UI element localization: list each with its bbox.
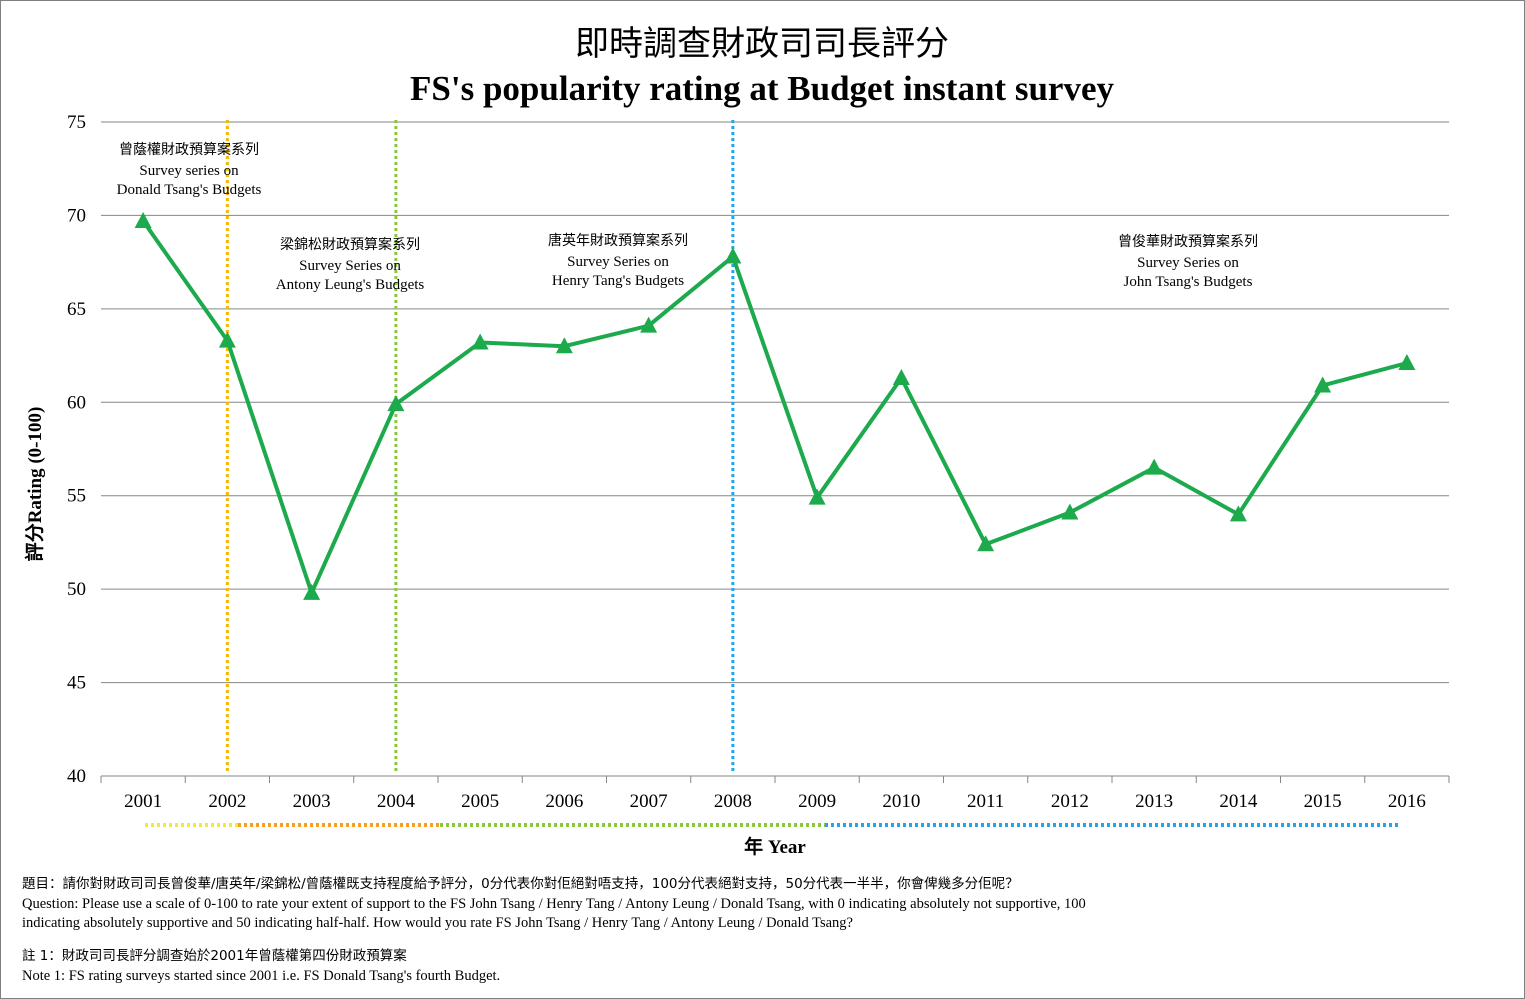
x-tick-label: 2005 bbox=[461, 791, 499, 812]
annotation-en-line1: Survey series on bbox=[139, 163, 239, 179]
x-tick-label: 2009 bbox=[798, 791, 836, 812]
question-en-line1: Question: Please use a scale of 0-100 to… bbox=[22, 896, 1086, 912]
x-tick-label: 2001 bbox=[124, 791, 162, 812]
data-point-marker bbox=[218, 331, 236, 348]
x-tick-label: 2008 bbox=[714, 791, 752, 812]
x-tick-label: 2002 bbox=[208, 791, 246, 812]
data-point-marker bbox=[1061, 503, 1079, 520]
annotation-zh: 曾蔭權財政預算案系列 bbox=[119, 141, 259, 158]
data-point-marker bbox=[303, 583, 321, 600]
annotation-henry-tang: 唐英年財政預算案系列 Survey Series on Henry Tang's… bbox=[548, 232, 688, 289]
y-axis-label: 評分Rating (0-100) bbox=[23, 407, 46, 562]
data-point-marker bbox=[1398, 354, 1416, 371]
y-tick-label: 60 bbox=[67, 392, 86, 413]
annotation-zh: 唐英年財政預算案系列 bbox=[548, 232, 688, 249]
note1-zh: 註 1：財政司司長評分調查始於2001年曾蔭權第四份財政預算案 bbox=[22, 948, 407, 964]
x-tick-label: 2013 bbox=[1135, 791, 1173, 812]
y-axis-ticks: 40 45 50 55 60 65 70 75 bbox=[67, 112, 86, 787]
series-dividers bbox=[225, 120, 735, 773]
data-point-marker bbox=[471, 333, 489, 350]
annotation-donald-tsang: 曾蔭權財政預算案系列 Survey series on Donald Tsang… bbox=[117, 141, 262, 198]
annotation-zh: 曾俊華財政預算案系列 bbox=[1118, 233, 1258, 250]
x-tick-label: 2014 bbox=[1219, 791, 1258, 812]
data-point-marker bbox=[555, 337, 573, 354]
annotation-en-line1: Survey Series on bbox=[567, 254, 669, 270]
annotation-en-line1: Survey Series on bbox=[1137, 255, 1239, 271]
x-tick-label: 2003 bbox=[293, 791, 331, 812]
x-tick-label: 2010 bbox=[882, 791, 920, 812]
chart-title-en: FS's popularity rating at Budget instant… bbox=[410, 69, 1114, 108]
annotation-en-line2: Antony Leung's Budgets bbox=[276, 277, 425, 293]
annotation-john-tsang: 曾俊華財政預算案系列 Survey Series on John Tsang's… bbox=[1118, 233, 1258, 290]
data-point-marker bbox=[387, 395, 405, 412]
x-tick-label: 2015 bbox=[1304, 791, 1342, 812]
y-tick-label: 45 bbox=[67, 673, 86, 694]
x-axis: 2001 2002 2003 2004 2005 2006 2007 2008 2009 2010… bbox=[100, 776, 1450, 812]
y-tick-label: 55 bbox=[67, 486, 86, 507]
data-point-marker bbox=[977, 535, 995, 552]
annotation-antony-leung: 梁錦松財政預算案系列 Survey Series on Antony Leung… bbox=[276, 236, 425, 293]
x-tick-label: 2012 bbox=[1051, 791, 1089, 812]
annotation-en-line2: John Tsang's Budgets bbox=[1124, 274, 1253, 290]
x-tick-label: 2004 bbox=[377, 791, 416, 812]
chart-title-zh: 即時調查財政司司長評分 bbox=[575, 24, 949, 64]
data-point-marker bbox=[134, 212, 152, 229]
data-point-marker bbox=[892, 368, 910, 385]
data-point-marker bbox=[1145, 458, 1163, 475]
data-point-marker bbox=[808, 488, 826, 505]
question-zh: 題目：請你對財政司司長曾俊華/唐英年/梁錦松/曾蔭權既支持程度給予評分，0分代表… bbox=[22, 876, 1019, 892]
x-tick-label: 2007 bbox=[630, 791, 668, 812]
y-tick-label: 50 bbox=[67, 579, 86, 600]
y-tick-label: 40 bbox=[67, 766, 86, 787]
y-tick-label: 75 bbox=[67, 112, 86, 133]
note1-en: Note 1: FS rating surveys started since … bbox=[22, 968, 501, 984]
x-tick-label: 2016 bbox=[1388, 791, 1426, 812]
y-tick-label: 70 bbox=[67, 205, 86, 226]
data-point-marker bbox=[1229, 505, 1247, 522]
series-line bbox=[141, 219, 1408, 595]
data-point-marker bbox=[640, 316, 658, 333]
y-tick-label: 65 bbox=[67, 299, 86, 320]
annotation-en-line2: Henry Tang's Budgets bbox=[552, 273, 684, 289]
data-point-marker bbox=[724, 247, 742, 264]
x-tick-label: 2006 bbox=[545, 791, 583, 812]
gridlines bbox=[101, 121, 1449, 777]
x-axis-label: 年 Year bbox=[744, 835, 806, 858]
annotation-en-line1: Survey Series on bbox=[299, 258, 401, 274]
question-en-line2: indicating absolutely supportive and 50 … bbox=[22, 915, 853, 931]
annotation-zh: 梁錦松財政預算案系列 bbox=[280, 236, 420, 253]
rating-series bbox=[134, 212, 1416, 600]
data-point-marker bbox=[1314, 376, 1332, 393]
x-tick-label: 2011 bbox=[967, 791, 1004, 812]
annotation-en-line2: Donald Tsang's Budgets bbox=[117, 182, 262, 198]
